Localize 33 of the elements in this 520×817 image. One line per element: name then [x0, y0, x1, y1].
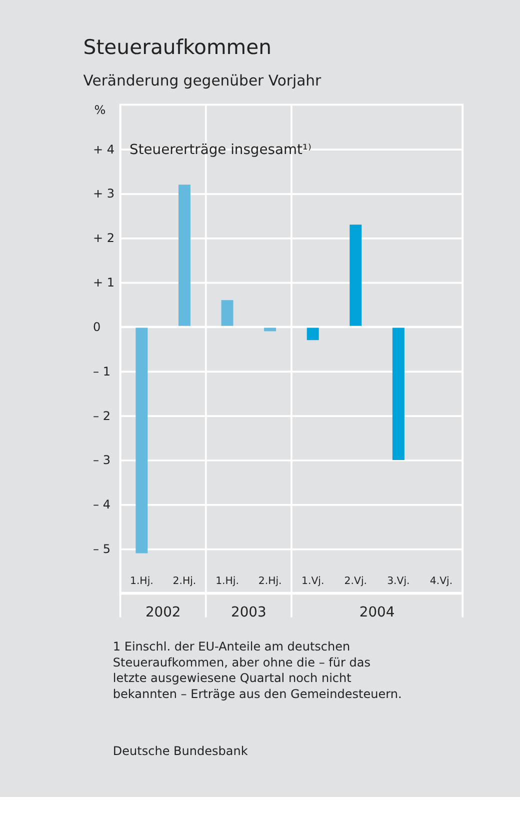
- x-tick-label: 1.Vj.: [302, 576, 324, 588]
- bar: [221, 300, 234, 327]
- y-tick-label: – 2: [92, 408, 110, 423]
- x-tick-label: 2.Vj.: [344, 576, 367, 588]
- chart-title: Steueraufkommen: [83, 34, 272, 59]
- x-tick-label: 4.Vj.: [430, 576, 453, 588]
- bar: [350, 224, 362, 327]
- y-tick-label: + 4: [92, 142, 115, 156]
- y-tick-label: – 4: [92, 498, 110, 512]
- y-tick-label: + 2: [92, 231, 115, 246]
- y-tick-label: 0: [92, 320, 101, 334]
- y-tick-label: – 1: [92, 364, 110, 378]
- text: 2002: [145, 604, 181, 620]
- y-tick-label: + 1: [92, 276, 115, 290]
- text: 2004: [359, 604, 395, 620]
- x-tick-label: 1.Hj.: [216, 576, 239, 588]
- y-tick-label: – 5: [92, 542, 110, 556]
- bar: [306, 326, 319, 340]
- text: 1 Einschl. der EU-Anteile am deutschen Steueraufkommen, aber ohne die – für das letzte ausgewiesene Quartal noch nicht bekannten – Erträge aus den Gemeindesteuern.: [112, 640, 402, 701]
- y-tick-label: – 3: [92, 453, 110, 468]
- y-axis-title: %: [94, 102, 106, 117]
- x-tick-label: 3.Vj.: [387, 576, 410, 588]
- bar: [392, 326, 404, 460]
- bar: [178, 184, 190, 327]
- chart-subtitle: Veränderung gegenüber Vorjahr: [83, 72, 322, 90]
- x-tick-label: 2.Hj.: [258, 576, 282, 588]
- y-tick-label: + 3: [92, 186, 115, 201]
- x-tick-label: 1.Hj.: [130, 576, 154, 588]
- bar: [136, 326, 148, 554]
- text: 2003: [231, 604, 266, 620]
- annotation: Steuererträge insgesamt¹⁾: [130, 142, 312, 158]
- text: Deutsche Bundesbank: [112, 744, 248, 758]
- x-tick-label: 2.Hj.: [172, 576, 196, 588]
